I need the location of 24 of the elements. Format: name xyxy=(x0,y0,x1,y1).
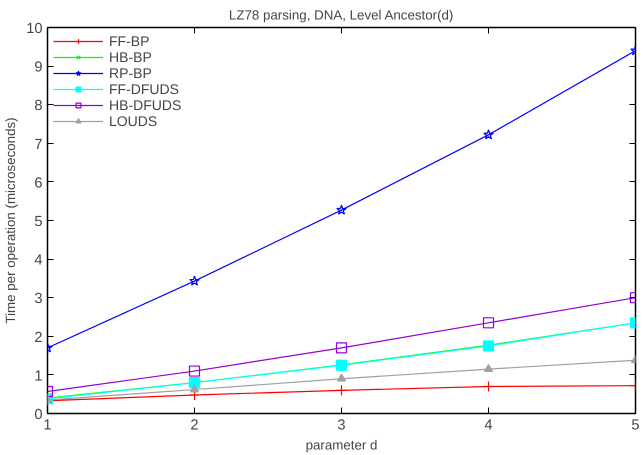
x-axis-title: parameter d xyxy=(306,438,378,452)
legend-label: LOUDS xyxy=(109,113,158,129)
x-tick-label: 2 xyxy=(190,418,199,434)
legend-label: HB-DFUDS xyxy=(109,97,182,113)
y-tick-label: 0 xyxy=(34,407,43,423)
y-axis-title: Time per operation (microseconds) xyxy=(3,117,18,324)
y-tick-label: 7 xyxy=(34,136,43,153)
y-tick-label: 1 xyxy=(34,368,43,384)
y-tick-label: 9 xyxy=(34,60,43,76)
chart-title: LZ78 parsing, DNA, Level Ancestor(d) xyxy=(228,8,454,22)
x-tick-label: 4 xyxy=(484,418,493,434)
y-tick-label: 2 xyxy=(34,330,43,346)
legend-label: RP-BP xyxy=(109,65,152,81)
y-tick-label: 8 xyxy=(34,98,43,114)
y-tick-label: 6 xyxy=(34,175,43,192)
y-tick-label: 3 xyxy=(34,291,43,308)
y-tick-label: 4 xyxy=(34,252,43,269)
legend-label: FF-BP xyxy=(109,33,150,49)
y-tick-label: 10 xyxy=(26,21,43,37)
y-tick-label: 5 xyxy=(34,214,43,230)
x-tick-label: 5 xyxy=(631,418,640,434)
legend-label: FF-DFUDS xyxy=(109,81,179,97)
legend-label: HB-BP xyxy=(109,49,152,65)
x-tick-label: 3 xyxy=(337,418,346,434)
